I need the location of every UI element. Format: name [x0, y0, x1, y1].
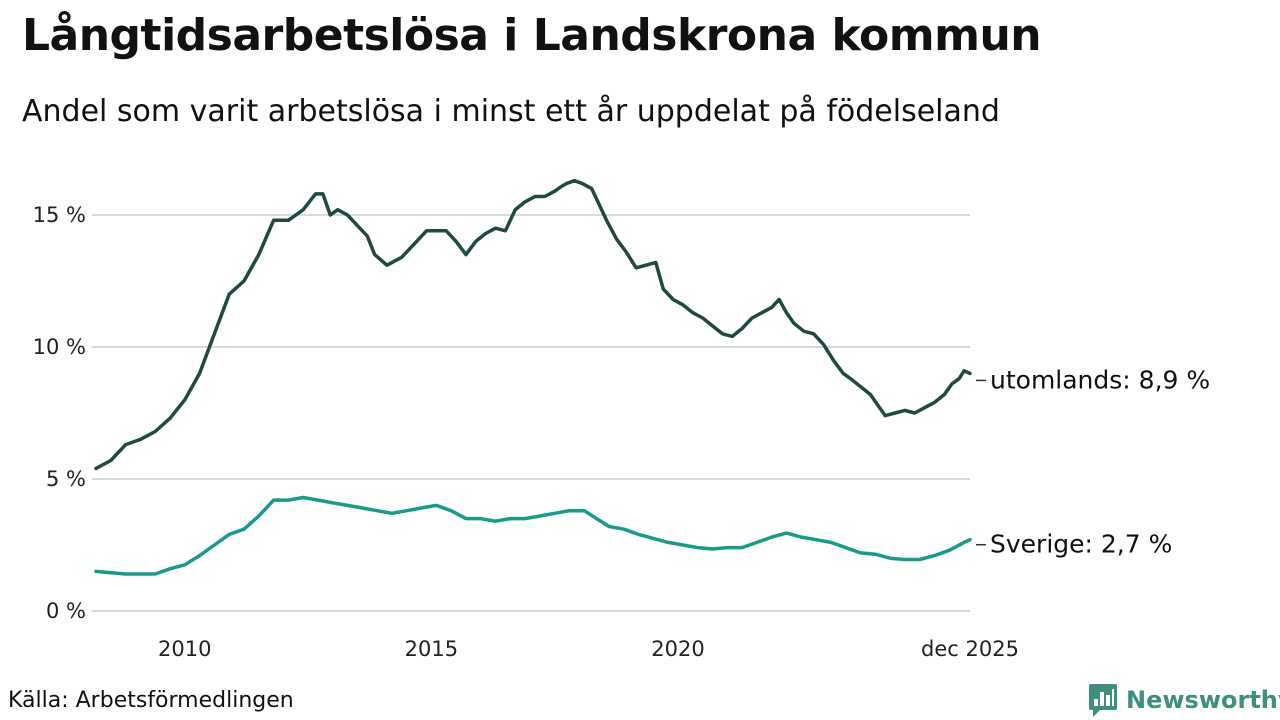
y-tick-label: 10 %: [33, 335, 86, 359]
brand-name: Newsworthy: [1126, 686, 1280, 714]
end-label-utomlands: utomlands: 8,9 %: [990, 365, 1210, 394]
source-note: Källa: Arbetsförmedlingen: [8, 688, 294, 713]
series-line-utomlands: [94, 178, 972, 471]
x-tick-label: 2020: [651, 637, 704, 661]
series-line-sverige: [94, 495, 972, 576]
chart-subtitle: Andel som varit arbetslösa i minst ett å…: [22, 94, 1000, 129]
end-label-sverige: Sverige: 2,7 %: [990, 530, 1172, 559]
y-tick-label: 0 %: [46, 599, 86, 623]
chart-title: Långtidsarbetslösa i Landskrona kommun: [22, 10, 1042, 61]
x-tick-label: 2015: [405, 637, 458, 661]
y-tick-label: 15 %: [33, 203, 86, 227]
brand-logo: Newsworthy: [1088, 682, 1280, 718]
x-tick-label: dec 2025: [921, 637, 1019, 661]
newsworthy-logo-icon: [1089, 684, 1117, 717]
x-tick-label: 2010: [158, 637, 211, 661]
y-tick-label: 5 %: [46, 467, 86, 491]
